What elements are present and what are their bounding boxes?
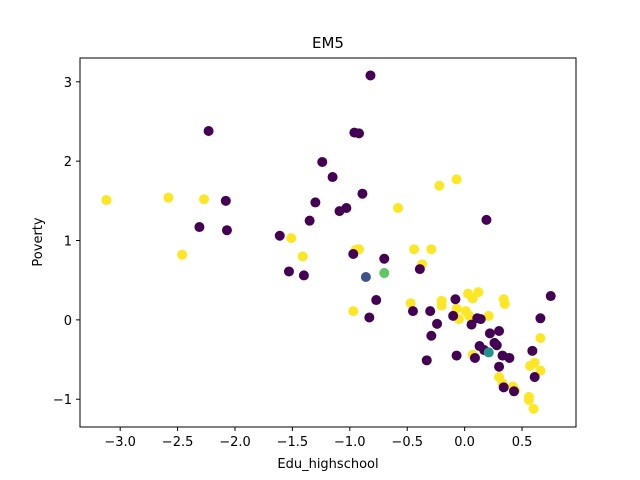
data-point bbox=[393, 202, 404, 213]
data-point bbox=[528, 403, 539, 414]
data-point bbox=[484, 328, 495, 339]
data-point bbox=[545, 291, 556, 302]
data-point bbox=[467, 293, 478, 304]
data-point bbox=[469, 352, 480, 363]
points-layer bbox=[101, 70, 556, 414]
data-point bbox=[529, 357, 540, 368]
data-point bbox=[304, 215, 315, 226]
data-point bbox=[426, 330, 437, 341]
data-point bbox=[177, 249, 188, 260]
y-axis-label: Poverty bbox=[31, 217, 46, 266]
data-point bbox=[310, 197, 321, 208]
data-point bbox=[527, 345, 538, 356]
data-point bbox=[357, 188, 368, 199]
data-point bbox=[364, 312, 375, 323]
data-point bbox=[220, 195, 231, 206]
data-point bbox=[360, 272, 371, 283]
x-tick-label: 0.5 bbox=[512, 435, 533, 450]
y-axis-ticks: −1 0 1 2 3 bbox=[53, 76, 80, 408]
data-point bbox=[409, 244, 420, 255]
data-point bbox=[491, 340, 502, 351]
data-point bbox=[498, 382, 509, 393]
x-axis-ticks: −3.0 −2.5 −2.0 −1.5 −1.0 −0.5 0.0 0.5 bbox=[104, 427, 532, 450]
data-point bbox=[529, 372, 540, 383]
data-point bbox=[297, 251, 308, 262]
x-tick-label: −2.0 bbox=[219, 435, 251, 450]
data-point bbox=[414, 264, 425, 275]
data-point bbox=[317, 156, 328, 167]
chart-title: EM5 bbox=[312, 34, 344, 52]
x-tick-label: −2.5 bbox=[162, 435, 194, 450]
data-point bbox=[425, 306, 436, 317]
data-point bbox=[274, 230, 285, 241]
data-point bbox=[348, 306, 359, 317]
y-tick-label: 3 bbox=[64, 76, 72, 91]
data-point bbox=[354, 128, 364, 139]
data-point bbox=[448, 310, 459, 321]
data-point bbox=[199, 194, 209, 205]
data-point bbox=[494, 361, 505, 372]
data-point bbox=[379, 268, 390, 279]
y-tick-label: 2 bbox=[64, 155, 72, 170]
data-point bbox=[451, 174, 462, 185]
y-tick-label: −1 bbox=[53, 393, 72, 408]
data-point bbox=[327, 172, 338, 183]
data-point bbox=[494, 325, 505, 336]
data-point bbox=[499, 299, 510, 309]
data-point bbox=[298, 270, 309, 281]
data-point bbox=[379, 253, 390, 264]
data-point bbox=[466, 319, 477, 330]
data-point bbox=[163, 192, 174, 203]
data-point bbox=[436, 300, 447, 311]
data-point bbox=[464, 310, 475, 321]
data-point bbox=[101, 195, 112, 206]
data-point bbox=[483, 347, 494, 358]
data-point bbox=[341, 202, 352, 213]
data-point bbox=[451, 350, 462, 361]
data-point bbox=[481, 214, 492, 225]
data-point bbox=[426, 244, 437, 255]
data-point bbox=[371, 295, 382, 306]
data-point bbox=[203, 126, 214, 137]
data-point bbox=[473, 287, 484, 298]
data-point bbox=[405, 298, 416, 309]
data-point bbox=[421, 355, 432, 366]
data-point bbox=[194, 222, 205, 233]
data-point bbox=[286, 233, 297, 244]
x-tick-label: −1.5 bbox=[277, 435, 309, 450]
data-point bbox=[523, 395, 534, 406]
data-point bbox=[348, 249, 359, 260]
data-point bbox=[432, 318, 443, 329]
data-point bbox=[535, 313, 546, 324]
data-point bbox=[535, 333, 546, 344]
data-point bbox=[221, 225, 232, 236]
y-tick-label: 1 bbox=[64, 235, 72, 250]
y-tick-label: 0 bbox=[64, 314, 72, 329]
x-tick-label: −1.0 bbox=[334, 435, 366, 450]
data-point bbox=[434, 180, 445, 191]
data-point bbox=[450, 294, 461, 305]
x-axis-label: Edu_highschool bbox=[277, 457, 378, 472]
data-point bbox=[365, 70, 376, 81]
data-point bbox=[407, 306, 418, 317]
plot-area-frame bbox=[79, 57, 577, 428]
x-tick-label: −3.0 bbox=[104, 435, 136, 450]
data-point bbox=[535, 365, 546, 376]
data-point bbox=[509, 386, 519, 397]
x-tick-label: 0.0 bbox=[454, 435, 475, 450]
data-point bbox=[475, 314, 486, 325]
x-tick-label: −0.5 bbox=[391, 435, 423, 450]
data-point bbox=[283, 266, 294, 277]
data-point bbox=[504, 352, 515, 363]
data-point bbox=[483, 310, 494, 321]
